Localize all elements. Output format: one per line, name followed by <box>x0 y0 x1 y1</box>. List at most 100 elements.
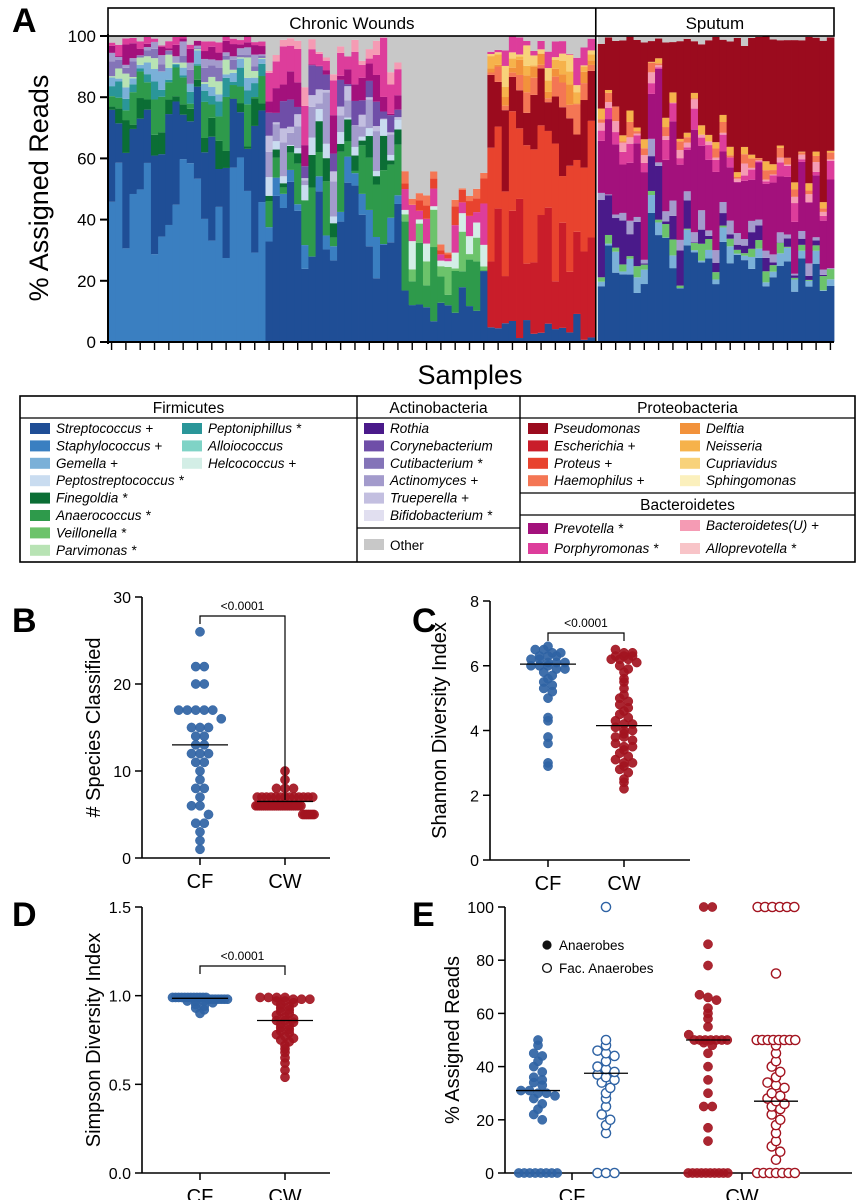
stacked-bar-segment <box>451 268 460 272</box>
stacked-bar-segment <box>358 214 367 342</box>
stacked-bar-segment <box>580 251 589 340</box>
stacked-bar-segment <box>422 243 431 262</box>
stacked-bar-segment <box>215 81 223 95</box>
stacked-bar-segment <box>690 98 699 100</box>
stacked-bar-segment <box>394 69 402 96</box>
stacked-bar-segment <box>580 167 589 252</box>
stacked-bar-segment <box>805 36 813 184</box>
stacked-bar-segment <box>544 68 553 81</box>
stacked-bar-segment <box>193 178 202 342</box>
stacked-bar-segment <box>566 36 574 54</box>
data-point <box>255 992 265 1003</box>
data-point <box>592 1061 603 1072</box>
legend-label: Cutibacterium * <box>390 456 483 471</box>
stacked-bar-segment <box>222 52 231 56</box>
stacked-bar-segment <box>108 77 116 87</box>
stacked-bar-segment <box>229 69 238 73</box>
stacked-bar-segment <box>294 40 302 49</box>
stacked-bar-segment <box>587 38 596 51</box>
stacked-bar-segment <box>122 152 130 249</box>
stacked-bar-segment <box>655 68 663 163</box>
y-tick-label: 40 <box>77 211 96 230</box>
stacked-bar-segment <box>819 276 828 291</box>
stacked-bar-segment <box>566 53 574 55</box>
stacked-bar-segment <box>380 170 388 245</box>
stacked-bar-segment <box>201 218 209 342</box>
stacked-bar-segment <box>172 204 180 342</box>
stacked-bar-segment <box>222 150 231 168</box>
y-tick-label: 8 <box>470 594 479 611</box>
stacked-bar-segment <box>523 40 531 46</box>
x-category-label-cf: CF <box>187 871 214 893</box>
stacked-bar-segment <box>301 268 309 342</box>
stacked-bar-segment <box>186 62 195 70</box>
stacked-bar-segment <box>387 164 395 218</box>
legend-swatch <box>182 457 202 469</box>
stacked-bar-segment <box>473 36 481 189</box>
stacked-bar-segment <box>394 117 402 119</box>
stacked-bar-segment <box>308 36 316 40</box>
stacked-bar-segment <box>251 125 259 253</box>
stacked-bar-segment <box>516 338 524 342</box>
stacked-bar-segment <box>365 99 374 129</box>
stacked-bar-segment <box>473 198 481 213</box>
stacked-bar-segment <box>286 152 295 170</box>
stacked-bar-segment <box>351 155 359 171</box>
stacked-bar-segment <box>712 148 720 158</box>
stacked-bar-segment <box>150 254 159 342</box>
stacked-bar-segment <box>165 67 173 80</box>
stacked-bar-segment <box>308 65 316 96</box>
stacked-bar-segment <box>458 287 467 342</box>
stacked-bar-segment <box>662 159 670 212</box>
stacked-bar-segment <box>480 203 488 245</box>
y-tick-label: 10 <box>113 764 131 781</box>
stacked-bar-segment <box>798 230 806 239</box>
stacked-bar-segment <box>791 279 799 292</box>
genus-legend: Firmicutes Actinobacteria Proteobacteria Ba… <box>19 395 856 563</box>
stacked-bar-segment <box>776 266 785 342</box>
stacked-bar-segment <box>769 36 778 40</box>
stacked-bar-segment <box>530 94 538 150</box>
stacked-bar-segment <box>719 39 728 115</box>
stacked-bar-segment <box>193 49 202 51</box>
stacked-bar-segment <box>279 39 288 47</box>
stacked-bar-segment <box>415 36 424 194</box>
data-point <box>543 641 553 652</box>
stacked-bar-segment <box>819 208 828 212</box>
stacked-bar-segment <box>372 236 381 279</box>
legend-swatch <box>182 440 202 452</box>
stacked-bar-segment <box>401 290 410 342</box>
stacked-bar-segment <box>279 46 288 85</box>
data-point <box>195 800 205 811</box>
stacked-bar-segment <box>122 248 130 342</box>
stacked-bar-segment <box>329 237 338 247</box>
data-point <box>537 1114 548 1125</box>
legend-swatch <box>680 520 700 531</box>
stacked-bar-segment <box>719 202 728 214</box>
stacked-bar-segment <box>430 321 438 342</box>
stacked-bar-segment <box>697 260 706 263</box>
stacked-bar-segment <box>315 109 324 122</box>
stacked-bar-segment <box>329 260 338 342</box>
stacked-bar-segment <box>604 119 613 195</box>
stacked-bar-segment <box>544 102 553 131</box>
stacked-bar-segment <box>150 134 159 156</box>
stacked-bar-segment <box>315 191 324 342</box>
stacked-bar-segment <box>129 36 138 38</box>
stacked-bar-segment <box>544 323 553 342</box>
legend-swatch <box>528 423 548 434</box>
stacked-bar-segment <box>604 89 613 93</box>
stacked-bar-segment <box>640 139 649 149</box>
stacked-bar-segment <box>451 206 460 226</box>
stacked-bar-segment <box>619 135 627 142</box>
stacked-bar-segment <box>551 96 560 144</box>
stacked-bar-segment <box>580 65 589 67</box>
legend-swatch <box>30 492 50 504</box>
stacked-bar-segment <box>508 52 517 59</box>
stacked-bar-segment <box>740 253 749 256</box>
stacked-bar-segment <box>705 258 713 342</box>
stacked-bar-segment <box>143 162 152 342</box>
stacked-bar-segment <box>265 101 274 113</box>
stacked-bar-segment <box>129 193 138 342</box>
stacked-bar-segment <box>315 103 324 110</box>
